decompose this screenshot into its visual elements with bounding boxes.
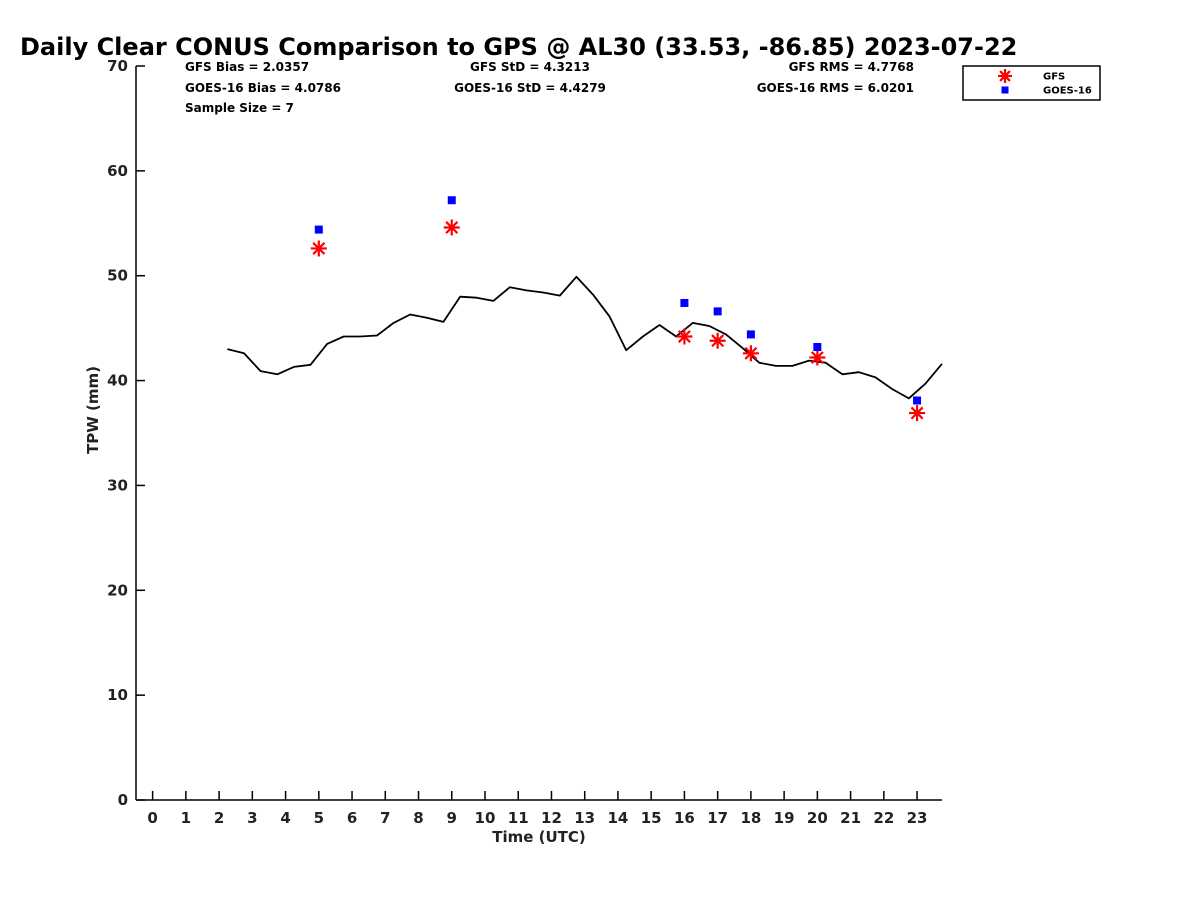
x-tick-label: 23	[907, 809, 928, 827]
x-tick-label: 17	[707, 809, 728, 827]
gfs-point	[310, 240, 327, 257]
y-tick-label: 40	[107, 372, 128, 390]
legend-items: GFS GOES-16	[998, 69, 1092, 97]
goes-16-markers	[314, 196, 922, 405]
legend: GFS GOES-16	[962, 65, 1101, 101]
statistics-annotations: GFS Bias = 2.0357 GFS StD = 4.3213 GFS RMS…	[185, 60, 914, 115]
x-tick-label: 2	[214, 809, 224, 827]
x-tick-label: 0	[147, 809, 157, 827]
stat-gfs-std: GFS StD = 4.3213	[470, 60, 590, 74]
x-tick-label: 15	[641, 809, 662, 827]
goes-16-point	[447, 196, 456, 205]
y-tick-label: 70	[107, 57, 128, 75]
gfs-point	[809, 349, 826, 366]
y-tick-label: 10	[107, 686, 128, 704]
gfs-point	[909, 405, 926, 422]
legend-goes-16-marker	[1001, 86, 1009, 94]
legend-goes-16-label: GOES-16	[1043, 86, 1092, 97]
y-tick-label: 60	[107, 162, 128, 180]
gfs-point	[742, 345, 759, 362]
gps-line	[227, 275, 943, 400]
stat-gfs-rms: GFS RMS = 4.7768	[789, 60, 914, 74]
x-tick-label: 11	[508, 809, 529, 827]
goes-16-point	[680, 298, 689, 307]
goes-16-point	[746, 330, 755, 339]
goes-16-point	[913, 396, 922, 405]
x-tick-label: 22	[873, 809, 894, 827]
gfs-point	[443, 219, 460, 236]
goes-16-point	[713, 307, 722, 316]
x-tick-label: 21	[840, 809, 861, 827]
legend-box	[962, 65, 1101, 101]
stat-gfs-bias: GFS Bias = 2.0357	[185, 60, 309, 74]
series-layer	[227, 196, 943, 422]
x-tick-label: 6	[347, 809, 357, 827]
x-axis-ticks: 0 1 2 3 4 5 6 7 8 9 10 11 12 13 14 15 16 17 18 19 20 21 22 23	[147, 791, 928, 827]
legend-gfs-marker	[998, 69, 1012, 83]
x-tick-label: 5	[314, 809, 324, 827]
legend-gfs-label: GFS	[1043, 72, 1065, 83]
stat-sample-size: Sample Size = 7	[185, 101, 294, 115]
goes-16-point	[813, 343, 822, 352]
goes-16-point	[314, 225, 323, 234]
chart-title: Daily Clear CONUS Comparison to GPS @ AL…	[20, 33, 1017, 61]
y-axis-ticks: 0 10 20 30 40 50 60 70	[107, 57, 145, 809]
y-tick-label: 30	[107, 476, 128, 494]
x-tick-label: 9	[447, 809, 457, 827]
x-tick-label: 8	[413, 809, 423, 827]
gfs-point	[676, 328, 693, 345]
y-tick-label: 20	[107, 581, 128, 599]
gfs-point	[709, 332, 726, 349]
y-tick-label: 50	[107, 267, 128, 285]
x-tick-label: 18	[740, 809, 761, 827]
stat-goes-bias: GOES-16 Bias = 4.0786	[185, 81, 341, 95]
x-tick-label: 14	[608, 809, 629, 827]
x-tick-label: 19	[774, 809, 795, 827]
y-tick-label: 0	[118, 791, 128, 809]
x-tick-label: 4	[280, 809, 290, 827]
x-tick-label: 12	[541, 809, 562, 827]
x-tick-label: 13	[574, 809, 595, 827]
x-tick-label: 7	[380, 809, 390, 827]
gfs-markers	[310, 219, 926, 422]
y-axis-label: TPW (mm)	[84, 366, 102, 454]
x-tick-label: 10	[475, 809, 496, 827]
x-tick-label: 3	[247, 809, 257, 827]
x-tick-label: 16	[674, 809, 695, 827]
x-axis-label: Time (UTC)	[492, 828, 586, 846]
stat-goes-rms: GOES-16 RMS = 6.0201	[757, 81, 914, 95]
stat-goes-std: GOES-16 StD = 4.4279	[454, 81, 606, 95]
x-tick-label: 1	[181, 809, 191, 827]
x-tick-label: 20	[807, 809, 828, 827]
